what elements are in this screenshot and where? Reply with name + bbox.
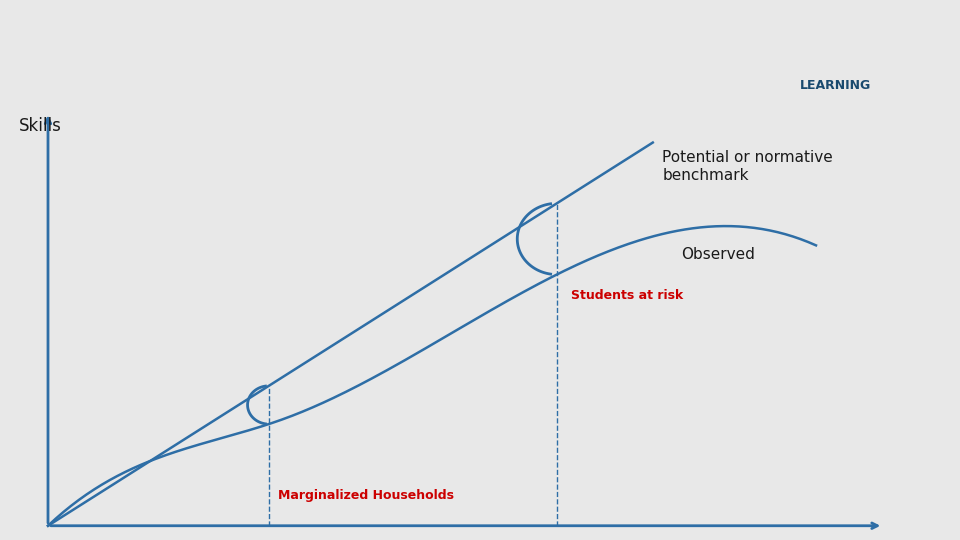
Text: Potential or normative
benchmark: Potential or normative benchmark: [662, 150, 833, 183]
Text: Observed: Observed: [682, 247, 756, 262]
Text: Skills: Skills: [19, 117, 62, 135]
Text: Students at risk: Students at risk: [571, 289, 684, 302]
Text: LEARNING: LEARNING: [800, 79, 871, 92]
Text: Marginalized Households: Marginalized Households: [278, 489, 454, 502]
